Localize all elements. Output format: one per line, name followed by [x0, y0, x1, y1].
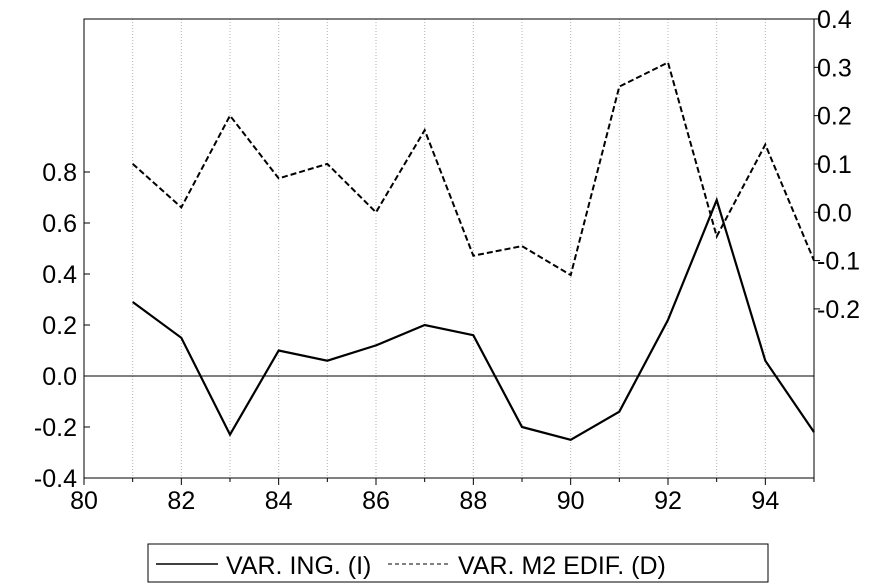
series-line-var-m2-edif — [132, 61, 815, 277]
x-axis: 80 82 84 86 88 90 92 94 — [70, 478, 815, 515]
x-axis-tick-label: 92 — [654, 487, 682, 515]
x-axis-tick-label: 84 — [265, 487, 293, 515]
plot-frame — [83, 18, 815, 479]
right-axis-tick-label: -0.2 — [817, 296, 860, 324]
right-axis-tick-label: 0.1 — [817, 151, 852, 179]
left-axis-tick-label: 0.8 — [42, 159, 77, 187]
right-axis: -0.2 -0.1 0.0 0.1 0.2 0.3 0.4 — [814, 6, 860, 324]
x-axis-tick-label: 90 — [557, 487, 585, 515]
series-layer — [132, 61, 815, 441]
legend-box — [147, 543, 769, 583]
legend: VAR. ING. (I) VAR. M2 EDIF. (D) — [147, 543, 769, 583]
right-axis-tick-label: 0.2 — [817, 103, 852, 131]
series-line-var-ing — [132, 196, 815, 441]
left-axis-tick-label: 0.4 — [42, 261, 77, 289]
left-axis: -0.4 -0.2 0.0 0.2 0.4 0.6 0.8 — [34, 159, 90, 493]
x-axis-tick-label: 80 — [70, 487, 98, 515]
x-axis-tick-label: 88 — [459, 487, 487, 515]
left-axis-tick-label: -0.2 — [34, 414, 77, 442]
legend-label-var-ing: VAR. ING. (I) — [226, 552, 371, 580]
right-axis-tick-label: -0.1 — [817, 248, 860, 276]
x-axis-tick-label: 86 — [362, 487, 390, 515]
right-axis-tick-label: 0.4 — [817, 6, 852, 34]
right-axis-tick-label: 0.0 — [817, 199, 852, 227]
x-axis-tick-label: 82 — [167, 487, 195, 515]
left-axis-tick-label: 0.6 — [42, 210, 77, 238]
left-axis-tick-label: 0.0 — [42, 363, 77, 391]
legend-label-var-m2: VAR. M2 EDIF. (D) — [458, 552, 666, 580]
left-axis-tick-label: -0.4 — [34, 465, 77, 493]
left-axis-tick-label: 0.2 — [42, 312, 77, 340]
vertical-grid — [132, 19, 766, 478]
right-axis-tick-label: 0.3 — [817, 54, 852, 82]
x-axis-tick-label: 94 — [751, 487, 779, 515]
